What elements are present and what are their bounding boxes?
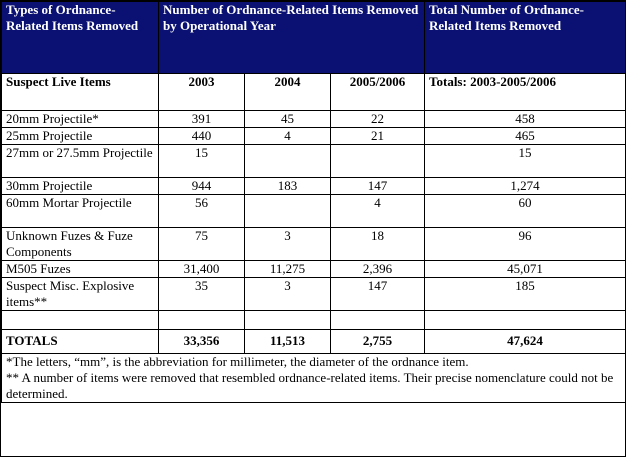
table-row: 60mm Mortar Projectile 56 4 60 bbox=[1, 194, 626, 228]
row-2003: 391 bbox=[158, 110, 245, 128]
footnote-mm: *The letters, “mm”, is the abbreviation … bbox=[6, 354, 469, 369]
subheader-2005-2006: 2005/2006 bbox=[329, 73, 426, 111]
row-total: 1,274 bbox=[424, 177, 626, 195]
row-item-name: Unknown Fuzes & Fuze Components bbox=[1, 227, 159, 261]
row-2005-2006 bbox=[329, 144, 426, 178]
row-item-name: 20mm Projectile* bbox=[1, 110, 159, 128]
row-2003: 440 bbox=[158, 127, 245, 145]
row-2004: 11,275 bbox=[244, 260, 331, 278]
totals-label: TOTALS bbox=[1, 329, 159, 354]
totals-2004: 11,513 bbox=[244, 329, 331, 354]
subheader-label: Suspect Live Items bbox=[1, 73, 159, 111]
row-2005-2006: 147 bbox=[329, 277, 426, 311]
totals-2005-2006: 2,755 bbox=[329, 329, 426, 354]
row-2003: 31,400 bbox=[158, 260, 245, 278]
row-total: 96 bbox=[424, 227, 626, 261]
table-row: Suspect Misc. Explosive items** 35 3 147… bbox=[1, 277, 626, 311]
subheader-2004: 2004 bbox=[244, 73, 331, 111]
footnote-misc-items: ** A number of items were removed that r… bbox=[6, 370, 614, 401]
row-total: 465 bbox=[424, 127, 626, 145]
row-2004: 3 bbox=[244, 277, 331, 311]
row-2005-2006: 18 bbox=[329, 227, 426, 261]
row-total: 458 bbox=[424, 110, 626, 128]
row-total: 45,071 bbox=[424, 260, 626, 278]
row-total: 185 bbox=[424, 277, 626, 311]
footnotes-cell: *The letters, “mm”, is the abbreviation … bbox=[0, 353, 626, 403]
row-2004: 3 bbox=[244, 227, 331, 261]
row-2003: 944 bbox=[158, 177, 245, 195]
row-2004: 183 bbox=[244, 177, 331, 195]
table-row: Unknown Fuzes & Fuze Components 75 3 18 … bbox=[1, 227, 626, 261]
footnotes-row: *The letters, “mm”, is the abbreviation … bbox=[0, 353, 626, 403]
row-item-name: 27mm or 27.5mm Projectile bbox=[1, 144, 159, 178]
ordnance-table: Types of Ordnance-Related Items Removed … bbox=[0, 1, 626, 403]
row-2005-2006: 2,396 bbox=[329, 260, 426, 278]
blank-cell bbox=[1, 310, 159, 330]
row-2005-2006: 4 bbox=[329, 194, 426, 228]
blank-cell bbox=[329, 310, 426, 330]
table-row: 20mm Projectile* 391 45 22 458 bbox=[1, 110, 626, 128]
row-item-name: 60mm Mortar Projectile bbox=[1, 194, 159, 228]
table-row: M505 Fuzes 31,400 11,275 2,396 45,071 bbox=[1, 260, 626, 278]
header-types: Types of Ordnance-Related Items Removed bbox=[1, 1, 159, 74]
totals-row: TOTALS 33,356 11,513 2,755 47,624 bbox=[1, 329, 626, 354]
row-2005-2006: 147 bbox=[329, 177, 426, 195]
row-total: 15 bbox=[424, 144, 626, 178]
totals-2003: 33,356 bbox=[158, 329, 245, 354]
header-row: Types of Ordnance-Related Items Removed … bbox=[1, 1, 626, 74]
subheader-2003: 2003 bbox=[158, 73, 245, 111]
table-row: 30mm Projectile 944 183 147 1,274 bbox=[1, 177, 626, 195]
table-row: 25mm Projectile 440 4 21 465 bbox=[1, 127, 626, 145]
blank-row bbox=[1, 310, 626, 330]
subheader-totals: Totals: 2003-2005/2006 bbox=[424, 73, 626, 111]
blank-cell bbox=[158, 310, 245, 330]
row-2003: 35 bbox=[158, 277, 245, 311]
subheader-row: Suspect Live Items 2003 2004 2005/2006 T… bbox=[1, 73, 626, 111]
row-item-name: 30mm Projectile bbox=[1, 177, 159, 195]
row-2004 bbox=[244, 194, 331, 228]
totals-grand-total: 47,624 bbox=[424, 329, 626, 354]
blank-cell bbox=[244, 310, 331, 330]
row-2005-2006: 22 bbox=[329, 110, 426, 128]
row-2004 bbox=[244, 144, 331, 178]
header-removed-by-year: Number of Ordnance-Related Items Removed… bbox=[157, 1, 426, 74]
row-item-name: Suspect Misc. Explosive items** bbox=[1, 277, 159, 311]
blank-cell bbox=[424, 310, 626, 330]
row-item-name: M505 Fuzes bbox=[1, 260, 159, 278]
table-row: 27mm or 27.5mm Projectile 15 15 bbox=[1, 144, 626, 178]
row-2003: 15 bbox=[158, 144, 245, 178]
row-total: 60 bbox=[424, 194, 626, 228]
row-2005-2006: 21 bbox=[329, 127, 426, 145]
row-2004: 4 bbox=[244, 127, 331, 145]
row-2004: 45 bbox=[244, 110, 331, 128]
header-total: Total Number of Ordnance-Related Items R… bbox=[424, 1, 626, 74]
row-2003: 56 bbox=[158, 194, 245, 228]
row-item-name: 25mm Projectile bbox=[1, 127, 159, 145]
row-2003: 75 bbox=[158, 227, 245, 261]
